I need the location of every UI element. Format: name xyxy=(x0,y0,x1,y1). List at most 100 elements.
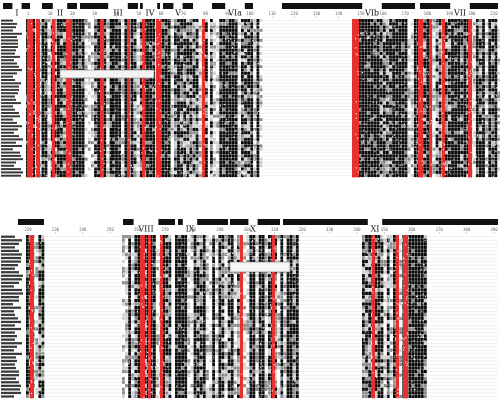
residue-cell xyxy=(75,147,79,151)
residue-cell xyxy=(460,71,464,75)
residue-cell xyxy=(234,101,238,105)
residue-cell xyxy=(121,108,125,112)
residue-cell xyxy=(241,101,244,105)
residue-cell xyxy=(250,25,254,29)
residue-cell xyxy=(392,28,395,32)
residue-cell xyxy=(386,160,389,164)
residue-cell xyxy=(161,35,165,39)
residue-cell xyxy=(118,164,121,168)
residue-cell xyxy=(183,170,187,174)
residue-cell xyxy=(398,91,402,95)
residue-cell xyxy=(423,134,426,138)
residue-cell xyxy=(392,134,395,138)
residue-cell xyxy=(189,68,193,72)
residue-cell xyxy=(195,147,199,151)
residue-cell xyxy=(222,35,226,39)
residue-cell xyxy=(438,94,442,98)
residue-cell xyxy=(183,108,187,112)
residue-cell xyxy=(75,42,79,46)
residue-cell xyxy=(358,94,361,98)
residue-cell xyxy=(413,98,417,102)
residue-cell xyxy=(146,160,149,164)
residue-cell xyxy=(395,85,399,88)
residue-cell xyxy=(401,154,405,158)
residue-cell xyxy=(41,42,45,46)
residue-cell xyxy=(389,42,392,46)
residue-cell xyxy=(60,48,63,52)
residue-cell xyxy=(379,154,383,158)
residue-cell xyxy=(376,131,380,135)
residue-cell xyxy=(136,170,140,174)
residue-cell xyxy=(241,58,244,62)
residue-cell xyxy=(386,137,389,141)
residue-cell xyxy=(32,78,35,82)
residue-cell xyxy=(115,98,118,102)
residue-cell xyxy=(124,101,128,105)
residue-cell xyxy=(358,131,361,135)
residue-cell xyxy=(222,85,226,88)
residue-cell xyxy=(358,25,361,29)
residue-cell xyxy=(413,42,417,46)
residue-cell xyxy=(130,25,134,29)
residue-cell xyxy=(149,28,152,32)
residue-cell xyxy=(407,154,411,158)
residue-cell xyxy=(161,85,165,88)
residue-cell xyxy=(219,98,223,102)
residue-cell xyxy=(247,151,250,154)
residue-cell xyxy=(63,98,66,102)
residue-cell xyxy=(241,19,244,22)
residue-cell xyxy=(195,19,199,22)
residue-cell xyxy=(91,52,94,55)
residue-cell xyxy=(60,94,63,98)
residue-cell xyxy=(225,78,229,82)
residue-cell xyxy=(97,114,100,118)
residue-cell xyxy=(379,85,383,88)
residue-cell xyxy=(389,19,392,22)
residue-cell xyxy=(435,167,439,171)
residue-cell xyxy=(413,174,417,178)
residue-cell xyxy=(81,81,85,85)
residue-cell xyxy=(423,19,426,22)
residue-cell xyxy=(376,22,380,26)
residue-cell xyxy=(398,71,402,75)
residue-cell xyxy=(451,78,454,82)
residue-cell xyxy=(460,68,464,72)
residue-cell xyxy=(167,68,171,72)
residue-cell xyxy=(139,121,143,125)
residue-cell xyxy=(186,85,190,88)
residue-cell xyxy=(210,137,213,141)
residue-cell xyxy=(395,58,399,62)
residue-cell xyxy=(361,124,364,128)
residue-cell xyxy=(81,55,85,59)
residue-cell xyxy=(451,98,454,102)
residue-cell xyxy=(259,160,263,164)
residue-cell xyxy=(386,32,389,36)
residue-cell xyxy=(130,131,134,135)
residue-cell xyxy=(124,121,128,125)
residue-cell xyxy=(130,65,134,69)
residue-cell xyxy=(133,170,137,174)
residue-cell xyxy=(253,127,257,131)
residue-cell xyxy=(370,91,374,95)
residue-cell xyxy=(78,52,82,55)
residue-cell xyxy=(164,35,168,39)
residue-cell xyxy=(370,141,374,145)
residue-cell xyxy=(361,35,364,39)
residue-cell xyxy=(358,45,361,49)
residue-cell xyxy=(444,38,448,42)
residue-cell xyxy=(118,32,121,36)
residue-cell xyxy=(370,45,374,49)
residue-cell xyxy=(423,81,426,85)
residue-cell xyxy=(60,170,63,174)
residue-cell xyxy=(189,104,193,108)
residue-cell xyxy=(444,68,448,72)
residue-cell xyxy=(161,68,165,72)
residue-cell xyxy=(192,151,196,154)
residue-cell xyxy=(205,108,208,112)
residue-cell xyxy=(167,174,171,178)
residue-cell xyxy=(81,144,85,148)
residue-cell xyxy=(109,85,113,88)
residue-cell xyxy=(361,32,364,36)
residue-cell xyxy=(177,75,180,79)
residue-cell xyxy=(91,164,94,168)
